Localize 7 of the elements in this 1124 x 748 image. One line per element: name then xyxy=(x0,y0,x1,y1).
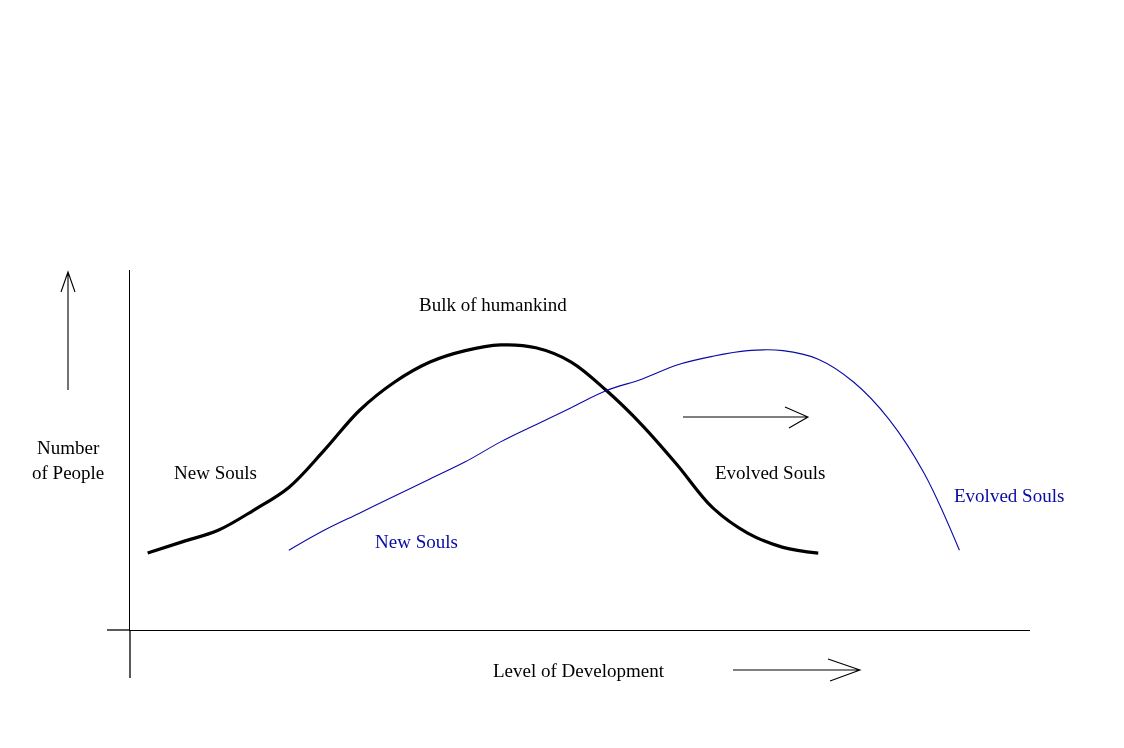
y-axis-title: Number of People xyxy=(32,437,105,483)
x-axis-title: Level of Development xyxy=(493,660,665,681)
annotation: New Souls xyxy=(174,462,257,483)
annotation: New Souls xyxy=(375,531,458,552)
annotation: Evolved Souls xyxy=(954,485,1065,506)
text: Bulk of humankind xyxy=(419,294,568,315)
annotation: Evolved Souls xyxy=(715,462,826,483)
